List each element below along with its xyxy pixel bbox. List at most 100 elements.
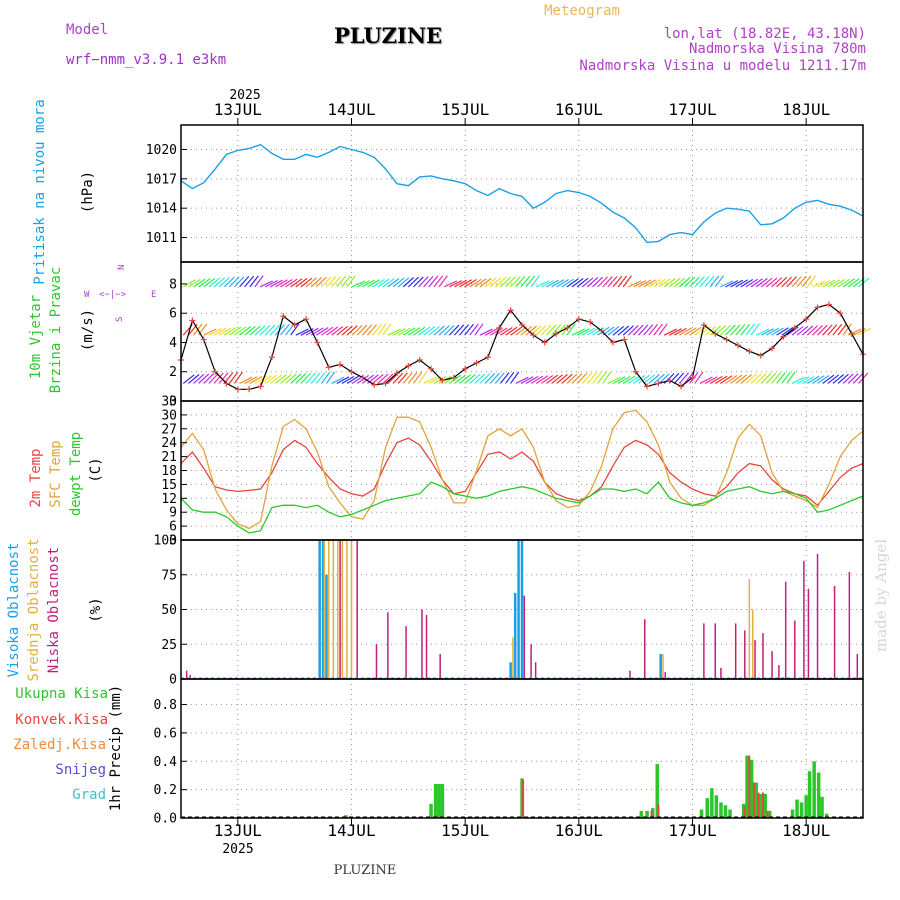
wind-speed-marker xyxy=(337,361,344,368)
wind-barb xyxy=(443,324,455,336)
wind-barb xyxy=(264,324,276,336)
wind-barb xyxy=(474,373,486,384)
wind-barb xyxy=(295,328,309,336)
y-tick-label: 0.2 xyxy=(154,783,177,798)
y-tick-label: 24 xyxy=(161,436,177,451)
wind-barb xyxy=(423,376,437,384)
wind-speed-marker xyxy=(734,342,741,349)
wind-barb xyxy=(505,326,518,336)
wind-barb xyxy=(786,371,796,384)
wind-barb xyxy=(694,326,707,336)
wind-barb xyxy=(760,372,772,384)
total-precip-bar xyxy=(714,795,719,818)
wind-barb xyxy=(361,374,374,384)
wind-barb xyxy=(730,374,743,384)
wind-barb xyxy=(750,373,762,384)
wind-barb xyxy=(448,374,462,384)
y-tick-label: 33 xyxy=(161,395,177,410)
compass-west: W xyxy=(84,290,90,300)
altitude-text: Nadmorska Visina 780m xyxy=(689,41,866,57)
wind-barb xyxy=(566,373,578,384)
wind-barb xyxy=(479,278,492,288)
wind-barb xyxy=(346,275,356,288)
wind-speed-marker xyxy=(553,330,560,337)
wind-barb xyxy=(622,325,634,336)
wind-barb xyxy=(356,324,368,336)
wind-speed-marker xyxy=(564,324,571,331)
wind-barb xyxy=(331,376,345,384)
wind-barb xyxy=(633,375,646,384)
wind-barb xyxy=(740,374,752,384)
wind-barb xyxy=(755,328,770,336)
wind-barb xyxy=(566,323,576,336)
wind-barb xyxy=(341,325,353,336)
y-tick-label: 6 xyxy=(169,520,177,535)
wind-speed-marker xyxy=(712,330,719,337)
wind-barb xyxy=(791,376,805,384)
wind-barb xyxy=(586,372,597,384)
wind-barb xyxy=(617,375,631,384)
wind-barb xyxy=(546,279,559,288)
wind-speed-marker xyxy=(496,324,503,331)
wind-barb xyxy=(428,275,439,288)
wind-speed-marker xyxy=(462,365,469,372)
wind-barb xyxy=(653,278,666,288)
total-precip-bar xyxy=(790,809,795,818)
pressure-ylabels: Pritisak na nivou mora (hPa) xyxy=(32,99,96,284)
wind-barb xyxy=(622,375,636,384)
compass-east: E xyxy=(151,290,156,300)
wind-barb xyxy=(545,324,557,336)
wind-barb xyxy=(418,326,431,336)
day-label-bottom: 15JUL xyxy=(441,821,489,840)
wind-barb xyxy=(402,277,415,288)
wind-barb xyxy=(326,326,339,336)
wind-barb xyxy=(464,323,474,336)
total-precip-bar xyxy=(816,772,821,818)
wind-barb xyxy=(530,275,540,288)
y-tick-label: 30 xyxy=(161,408,177,423)
wind-barb xyxy=(254,275,264,288)
wind-barb xyxy=(326,371,336,384)
wind-speed-marker xyxy=(416,357,423,364)
wind-barb xyxy=(290,373,302,384)
wind-barb xyxy=(658,323,668,336)
total-precip-bar xyxy=(804,795,808,818)
total-precip-bar xyxy=(799,802,804,818)
wind-barb xyxy=(346,375,360,384)
wind-barb xyxy=(387,373,399,384)
wind-barb xyxy=(182,374,195,384)
wind-barb xyxy=(607,326,620,336)
wind-barb xyxy=(837,323,847,336)
day-label-bottom: 17JUL xyxy=(668,821,716,840)
wind-barb xyxy=(592,276,604,288)
wind-barb xyxy=(771,327,784,336)
wind-speed-marker xyxy=(814,304,821,311)
wind-barb xyxy=(842,278,855,288)
wind-barb xyxy=(571,328,585,336)
wind-barb xyxy=(837,373,849,384)
wind-barb xyxy=(372,323,382,336)
wind-barb xyxy=(346,325,358,336)
temp-label-2m: 2m Temp xyxy=(28,448,44,507)
total-precip-bar xyxy=(824,813,829,818)
wind-barb xyxy=(627,324,639,336)
wind-barb xyxy=(213,277,226,288)
wind-barb xyxy=(546,374,559,384)
wind-barb xyxy=(858,277,870,288)
wind-barb xyxy=(535,324,547,336)
wind-barb xyxy=(402,372,413,384)
wind-barb xyxy=(622,275,632,288)
wind-speed-marker xyxy=(689,374,696,381)
watermark: made by Angel xyxy=(872,539,890,652)
y-tick-label: 21 xyxy=(161,450,177,465)
wind-barb xyxy=(801,275,812,288)
total-precip-bar xyxy=(763,793,767,818)
wind-barb xyxy=(704,275,715,288)
wind-barb xyxy=(397,277,410,288)
wind-barb xyxy=(607,276,618,288)
wind-speed-marker xyxy=(780,333,787,340)
pressure-label: Pritisak na nivou mora xyxy=(32,99,48,284)
wind-barb xyxy=(305,277,318,288)
wind-barb xyxy=(361,324,373,336)
data-marks xyxy=(178,143,871,818)
